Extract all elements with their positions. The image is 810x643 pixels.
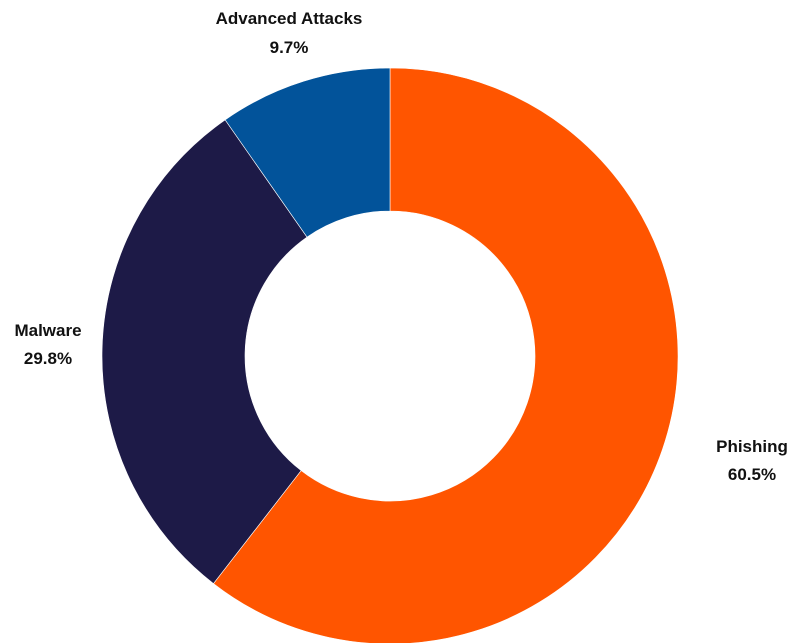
slice-value-malware: 29.8%	[24, 349, 72, 368]
slice-value-advanced-attacks: 9.7%	[270, 38, 309, 57]
slice-label-advanced-attacks: Advanced Attacks	[216, 9, 363, 28]
slice-label-phishing: Phishing	[716, 437, 788, 456]
slice-value-phishing: 60.5%	[728, 465, 776, 484]
slice-label-malware: Malware	[14, 321, 81, 340]
